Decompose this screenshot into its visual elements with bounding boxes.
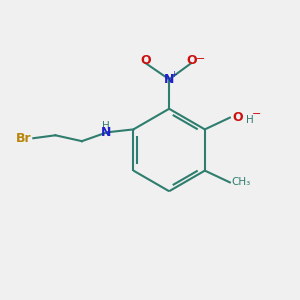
Text: H: H: [102, 121, 110, 131]
Text: N: N: [101, 126, 111, 139]
Text: CH₃: CH₃: [231, 177, 250, 188]
Text: H: H: [246, 115, 254, 125]
Text: −: −: [195, 54, 205, 64]
Text: N: N: [164, 73, 174, 86]
Text: −: −: [252, 109, 261, 119]
Text: O: O: [186, 54, 196, 67]
Text: O: O: [140, 54, 151, 67]
Text: +: +: [170, 70, 177, 79]
Text: O: O: [233, 110, 243, 124]
Text: Br: Br: [16, 132, 32, 145]
